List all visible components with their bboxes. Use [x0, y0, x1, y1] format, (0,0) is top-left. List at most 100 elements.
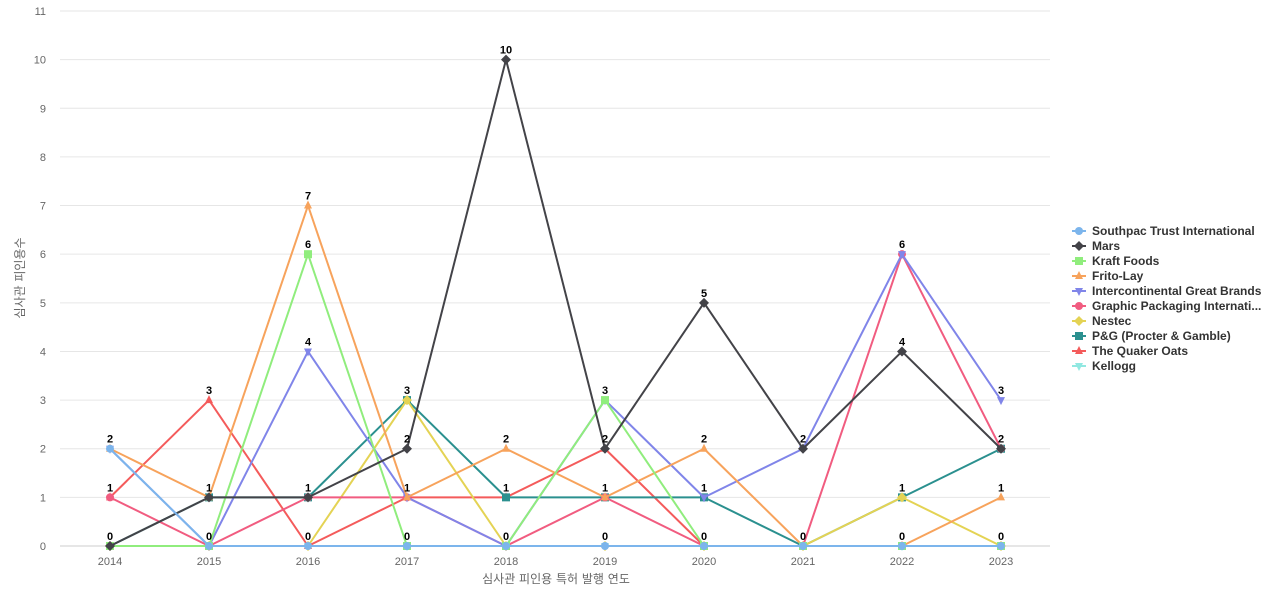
- data-point: [601, 542, 609, 550]
- data-point: [798, 443, 808, 454]
- legend-item[interactable]: Graphic Packaging Internati...: [1072, 299, 1261, 313]
- y-tick-label: 3: [40, 395, 46, 407]
- data-label: 2: [404, 434, 410, 446]
- data-label: 2: [998, 434, 1004, 446]
- data-label: 0: [800, 531, 806, 543]
- legend-marker: [1075, 346, 1083, 354]
- data-label: 3: [206, 385, 212, 397]
- x-axis-title: 심사관 피인용 특허 발행 연도: [482, 571, 630, 586]
- legend-item[interactable]: Kellogg: [1072, 359, 1136, 373]
- legend-item[interactable]: Southpac Trust International: [1072, 224, 1255, 238]
- legend-label: Graphic Packaging Internati...: [1092, 299, 1261, 313]
- legend-marker: [1075, 302, 1083, 310]
- y-tick-label: 5: [40, 298, 46, 310]
- y-tick-label: 9: [40, 103, 46, 115]
- data-label: 2: [800, 434, 806, 446]
- x-tick-label: 2022: [890, 556, 914, 568]
- legend-marker: [1074, 316, 1084, 326]
- series-lines: [105, 54, 1006, 551]
- legend-item[interactable]: Kraft Foods: [1072, 254, 1160, 268]
- data-point: [304, 250, 312, 259]
- data-label: 0: [701, 531, 707, 543]
- data-point: [996, 443, 1006, 454]
- data-label: 0: [305, 531, 311, 543]
- data-label: 1: [206, 482, 212, 494]
- data-label: 7: [305, 191, 311, 203]
- legend-marker: [1075, 288, 1083, 296]
- data-label: 2: [503, 434, 509, 446]
- data-label: 1: [899, 482, 905, 494]
- legend-marker: [1074, 241, 1084, 251]
- data-point: [699, 297, 709, 308]
- data-point: [997, 542, 1005, 550]
- legend-label: Frito-Lay: [1092, 269, 1144, 283]
- y-axis-title: 심사관 피인용수: [13, 237, 27, 318]
- data-label: 0: [206, 531, 212, 543]
- legend-label: Southpac Trust International: [1092, 224, 1255, 238]
- legend-label: P&G (Procter & Gamble): [1092, 329, 1231, 343]
- data-point: [897, 346, 907, 357]
- x-tick-label: 2016: [296, 556, 320, 568]
- x-tick-label: 2020: [692, 556, 716, 568]
- legend-marker: [1075, 257, 1083, 265]
- y-tick-label: 4: [40, 346, 46, 358]
- legend-item[interactable]: Mars: [1072, 239, 1120, 253]
- y-tick-label: 6: [40, 249, 46, 261]
- data-label: 1: [107, 482, 113, 494]
- x-axis-ticks: 2014 2015 2016 2017 2018 2019 2020 2021 2022 2023: [98, 556, 1013, 568]
- legend-marker: [1075, 227, 1083, 235]
- data-point: [502, 493, 510, 502]
- legend-item[interactable]: Intercontinental Great Brands: [1072, 284, 1262, 298]
- data-label: 1: [503, 482, 509, 494]
- data-point: [997, 397, 1005, 406]
- data-point: [700, 443, 708, 452]
- data-label: 0: [404, 531, 410, 543]
- data-point: [304, 200, 312, 209]
- data-point: [601, 492, 609, 501]
- data-point: [402, 395, 412, 406]
- data-point: [402, 443, 412, 454]
- data-label: 2: [107, 434, 113, 446]
- data-point: [700, 494, 708, 503]
- legend-label: The Quaker Oats: [1092, 344, 1188, 358]
- y-axis-ticks: 0 1 2 3 4 5 6 7 8 9 10 11: [34, 6, 46, 553]
- data-point: [204, 492, 214, 503]
- data-point: [897, 492, 907, 503]
- data-point: [502, 542, 510, 550]
- x-tick-label: 2017: [395, 556, 419, 568]
- series-line: [109, 448, 1001, 547]
- data-label: 1: [602, 482, 608, 494]
- y-tick-label: 10: [34, 55, 46, 67]
- data-point: [304, 542, 312, 550]
- data-point: [106, 493, 114, 502]
- data-point: [403, 492, 411, 501]
- data-point: [997, 492, 1005, 501]
- data-label: 0: [899, 531, 905, 543]
- data-label: 3: [602, 385, 608, 397]
- data-label: 0: [503, 531, 509, 543]
- legend-item[interactable]: Frito-Lay: [1072, 269, 1144, 283]
- data-point: [700, 542, 708, 550]
- data-point: [898, 251, 906, 260]
- data-point: [600, 443, 610, 454]
- y-tick-label: 7: [40, 201, 46, 213]
- legend-item[interactable]: The Quaker Oats: [1072, 344, 1188, 358]
- legend-item[interactable]: Nestec: [1072, 314, 1132, 328]
- data-label: 1: [305, 482, 311, 494]
- data-point: [898, 542, 906, 550]
- data-label: 2: [701, 434, 707, 446]
- y-tick-label: 8: [40, 152, 46, 164]
- data-label: 6: [305, 239, 311, 251]
- series-group: [105, 54, 1006, 551]
- legend-item[interactable]: P&G (Procter & Gamble): [1072, 329, 1231, 343]
- x-tick-label: 2014: [98, 556, 122, 568]
- data-label: 0: [107, 531, 113, 543]
- legend-marker: [1075, 332, 1083, 340]
- legend-label: Intercontinental Great Brands: [1092, 284, 1262, 298]
- data-label: 1: [998, 482, 1004, 494]
- data-label: 0: [998, 531, 1004, 543]
- legend-marker: [1075, 363, 1083, 371]
- data-point: [105, 541, 115, 551]
